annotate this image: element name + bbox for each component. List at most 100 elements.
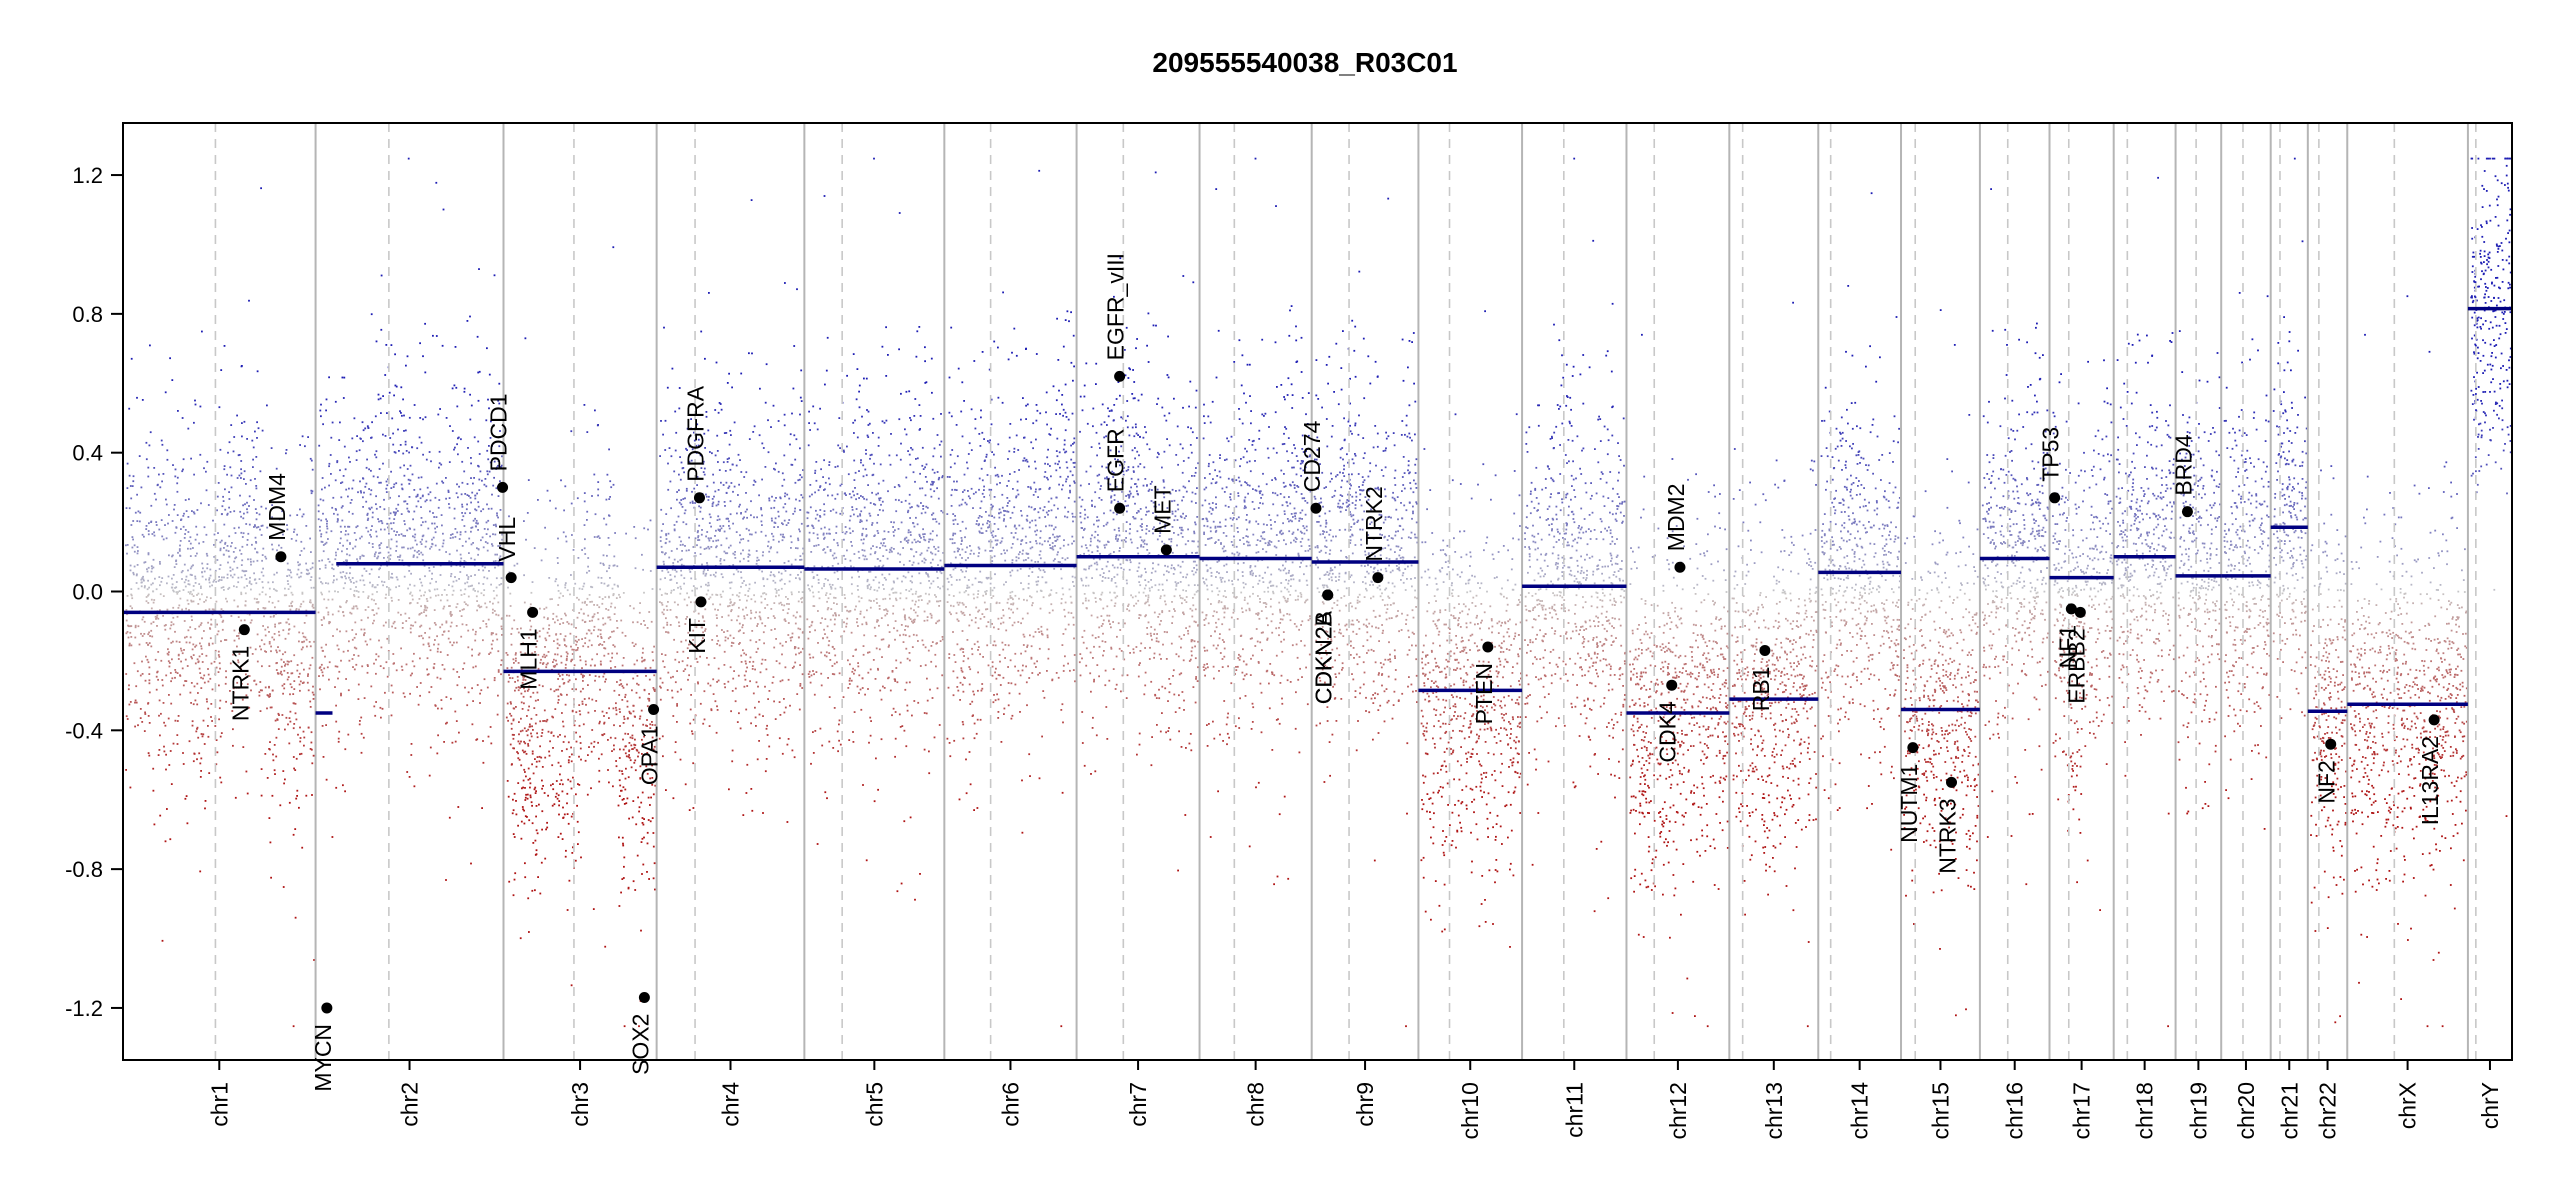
probe-point [263, 643, 266, 646]
probe-point [651, 736, 654, 739]
probe-point [777, 589, 780, 591]
probe-point [380, 528, 382, 531]
probe-point [474, 517, 476, 520]
probe-point [431, 572, 433, 575]
probe-point [212, 519, 214, 522]
probe-point [238, 454, 241, 456]
probe-point [371, 421, 373, 424]
probe-point [457, 806, 460, 808]
probe-point [386, 586, 388, 588]
probe-point [790, 547, 792, 549]
probe-point [328, 661, 331, 664]
probe-point [696, 661, 699, 663]
probe-point [523, 601, 526, 604]
probe-point [915, 541, 917, 544]
probe-point [485, 485, 488, 488]
probe-point [288, 623, 291, 626]
probe-point [547, 651, 550, 653]
probe-point [390, 487, 393, 489]
probe-point [612, 707, 615, 710]
probe-point [870, 453, 873, 456]
probe-point [138, 520, 141, 523]
probe-point [575, 731, 577, 734]
probe-point [824, 481, 827, 484]
probe-point [378, 481, 381, 484]
probe-point [486, 347, 488, 350]
probe-point [195, 525, 198, 528]
probe-point [667, 601, 669, 603]
probe-point [369, 533, 371, 536]
probe-point [593, 664, 596, 667]
probe-point [189, 573, 192, 576]
probe-point [201, 593, 203, 596]
probe-point [603, 582, 606, 585]
probe-point [598, 596, 601, 598]
probe-point [747, 595, 750, 598]
probe-point [370, 506, 373, 509]
probe-point [168, 651, 170, 654]
probe-point [206, 596, 208, 599]
probe-point [895, 597, 897, 600]
probe-point [697, 539, 699, 541]
probe-point [750, 533, 753, 536]
probe-point [221, 576, 223, 579]
probe-point [678, 625, 681, 627]
probe-point [719, 593, 722, 596]
probe-point [739, 560, 741, 563]
probe-point [507, 680, 510, 683]
probe-point [216, 633, 219, 636]
probe-point [400, 412, 402, 414]
probe-point [790, 463, 793, 466]
probe-point [599, 643, 602, 645]
probe-point [683, 582, 685, 585]
probe-point [616, 620, 618, 622]
probe-point [868, 583, 871, 586]
probe-point [818, 597, 821, 600]
probe-point [368, 542, 371, 544]
probe-point [689, 501, 692, 504]
probe-point [336, 644, 339, 647]
probe-point [929, 488, 932, 491]
probe-point [523, 574, 525, 577]
probe-point [682, 670, 685, 672]
probe-point [672, 715, 675, 717]
probe-point [684, 509, 687, 512]
probe-point [226, 512, 229, 515]
probe-point [750, 598, 753, 601]
probe-point [232, 551, 235, 553]
probe-point [373, 555, 376, 558]
probe-point [662, 626, 665, 629]
probe-point [557, 794, 560, 797]
probe-point [249, 646, 252, 649]
probe-point [325, 643, 327, 646]
probe-point [246, 438, 248, 440]
probe-point [654, 724, 657, 726]
probe-point [605, 608, 607, 610]
probe-point [607, 609, 610, 611]
probe-point [129, 631, 132, 634]
probe-point [418, 553, 421, 556]
probe-point [469, 315, 471, 318]
probe-point [753, 594, 755, 597]
probe-point [228, 555, 231, 558]
probe-point [395, 550, 397, 552]
probe-point [368, 507, 371, 510]
probe-point [423, 594, 425, 597]
probe-point [147, 530, 150, 532]
probe-point [472, 542, 474, 544]
probe-point [421, 553, 424, 556]
probe-point [552, 716, 554, 719]
probe-point [680, 688, 682, 691]
probe-point [277, 600, 280, 603]
probe-point [324, 486, 326, 489]
probe-point [801, 596, 804, 599]
probe-point [367, 530, 370, 533]
probe-point [565, 659, 568, 662]
probe-point [303, 640, 305, 643]
probe-point [178, 641, 181, 643]
probe-point [731, 641, 733, 644]
probe-point [167, 717, 170, 720]
probe-point [665, 789, 667, 791]
probe-point [863, 538, 865, 541]
probe-point [442, 539, 445, 542]
